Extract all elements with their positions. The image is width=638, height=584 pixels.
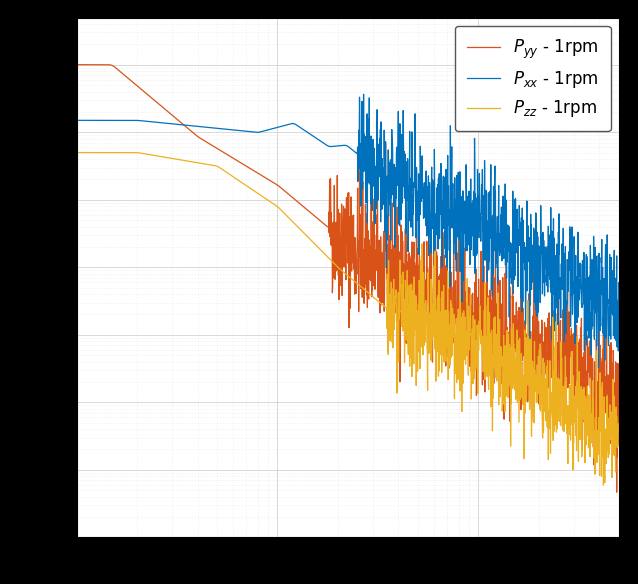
$P_{xx}$ - 1rpm	[336, 142, 344, 149]
$P_{yy}$ - 1rpm	[336, 238, 344, 245]
$P_{xx}$ - 1rpm	[73, 117, 80, 124]
$P_{zz}$ - 1rpm	[73, 149, 80, 156]
$P_{xx}$ - 1rpm	[615, 290, 623, 297]
Line: $P_{xx}$ - 1rpm: $P_{xx}$ - 1rpm	[77, 94, 619, 368]
$P_{yy}$ - 1rpm	[599, 383, 607, 390]
$P_{xx}$ - 1rpm	[322, 141, 330, 148]
$P_{zz}$ - 1rpm	[615, 429, 623, 436]
Line: $P_{zz}$ - 1rpm: $P_{zz}$ - 1rpm	[77, 152, 619, 485]
$P_{yy}$ - 1rpm	[613, 489, 621, 496]
$P_{yy}$ - 1rpm	[100, 61, 108, 68]
$P_{xx}$ - 1rpm	[100, 117, 108, 124]
$P_{yy}$ - 1rpm	[500, 336, 507, 343]
$P_{zz}$ - 1rpm	[599, 451, 607, 458]
$P_{zz}$ - 1rpm	[322, 252, 330, 259]
$P_{yy}$ - 1rpm	[615, 387, 623, 394]
$P_{zz}$ - 1rpm	[100, 149, 108, 156]
$P_{yy}$ - 1rpm	[73, 61, 80, 68]
$P_{yy}$ - 1rpm	[599, 346, 607, 353]
$P_{xx}$ - 1rpm	[600, 314, 607, 321]
$P_{zz}$ - 1rpm	[336, 266, 344, 273]
Line: $P_{yy}$ - 1rpm: $P_{yy}$ - 1rpm	[77, 65, 619, 492]
$P_{zz}$ - 1rpm	[600, 482, 607, 489]
$P_{xx}$ - 1rpm	[360, 91, 367, 98]
$P_{zz}$ - 1rpm	[500, 332, 507, 339]
$P_{yy}$ - 1rpm	[322, 222, 330, 229]
$P_{xx}$ - 1rpm	[500, 255, 508, 262]
Legend: $P_{yy}$ - 1rpm, $P_{xx}$ - 1rpm, $P_{zz}$ - 1rpm: $P_{yy}$ - 1rpm, $P_{xx}$ - 1rpm, $P_{zz…	[455, 26, 611, 131]
$P_{xx}$ - 1rpm	[595, 364, 602, 371]
$P_{xx}$ - 1rpm	[600, 332, 607, 339]
$P_{zz}$ - 1rpm	[599, 422, 607, 429]
